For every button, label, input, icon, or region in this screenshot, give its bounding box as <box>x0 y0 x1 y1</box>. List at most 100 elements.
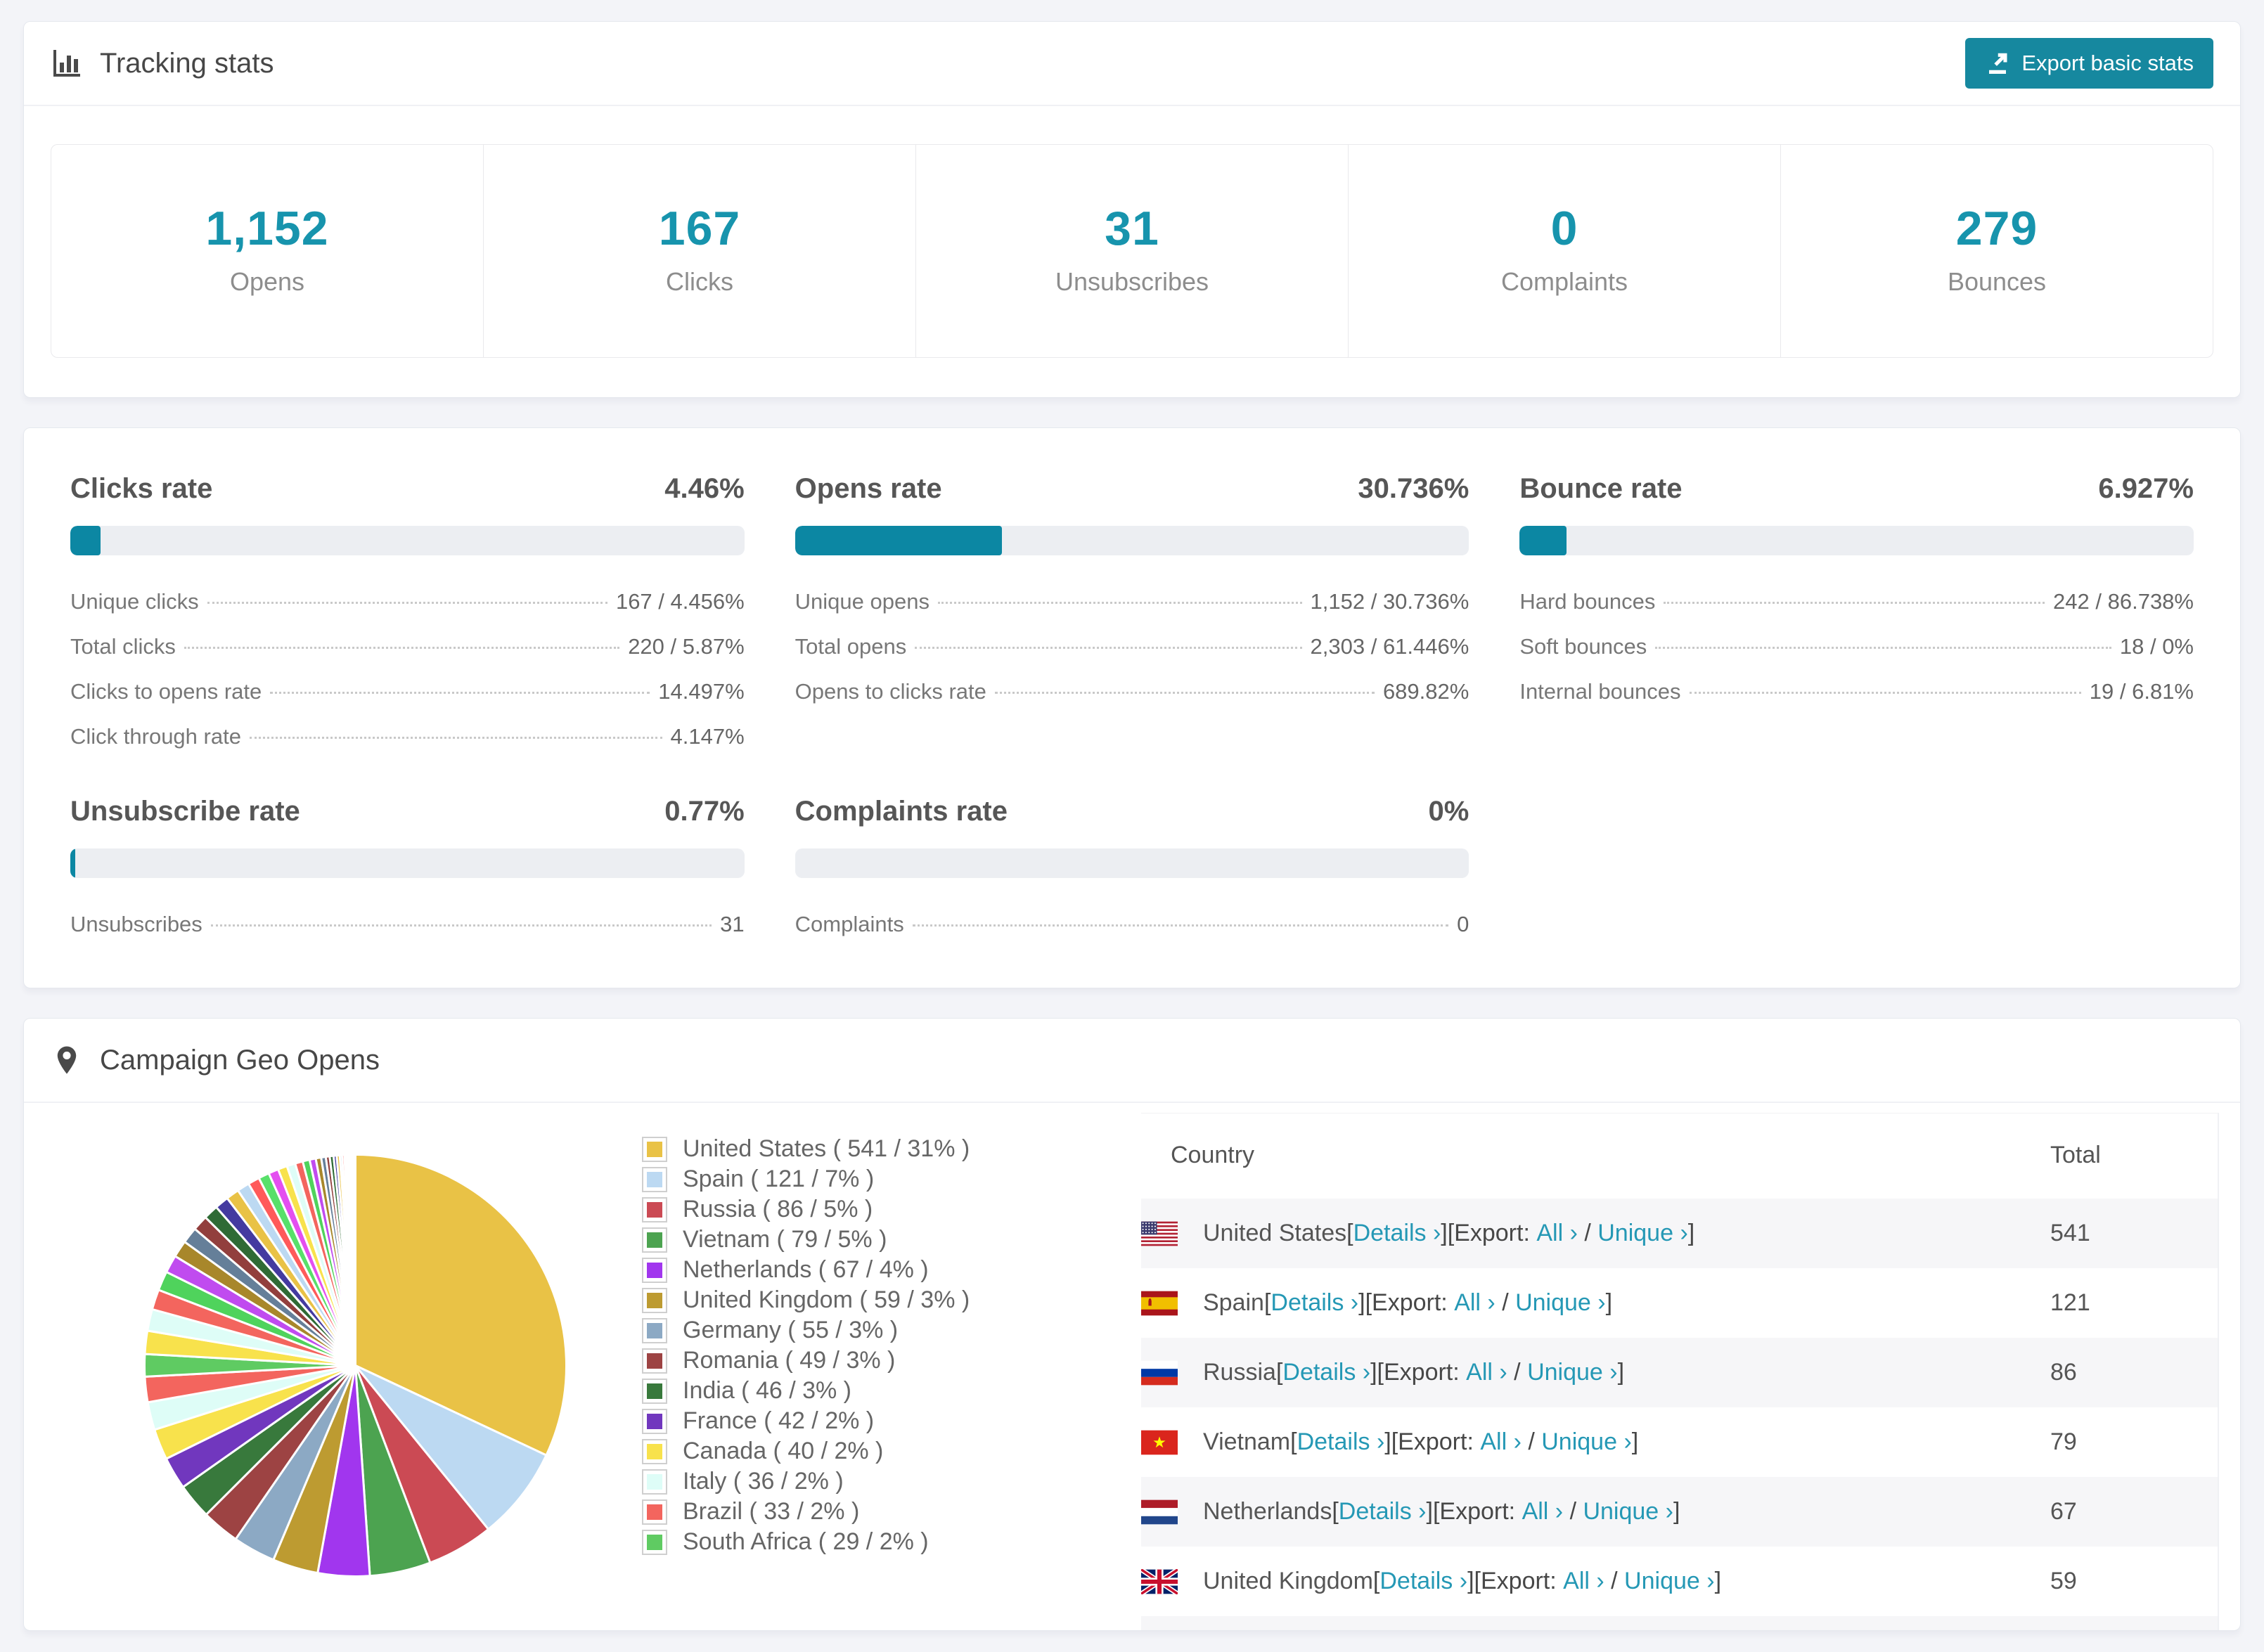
rates-row-1: Clicks rate 4.46% Unique clicks 167 / 4.456… <box>70 473 2194 759</box>
rate-progress-fill <box>70 526 101 555</box>
bracket: [ <box>1332 1498 1339 1525</box>
country-total: 541 <box>2050 1220 2090 1246</box>
rate-detail-value: 1,152 / 30.736% <box>1310 589 1469 614</box>
rate-detail-label: Unique clicks <box>70 589 199 614</box>
rate-detail-value: 19 / 6.81% <box>2089 679 2194 704</box>
rate-value: 4.46% <box>664 473 745 504</box>
rate-block-unsubscribe-rate: Unsubscribe rate 0.77% Unsubscribes 31 <box>70 796 745 947</box>
export-unique-link[interactable]: Unique › <box>1583 1498 1673 1525</box>
rate-detail-value: 242 / 86.738% <box>2053 589 2194 614</box>
details-link[interactable]: Details › <box>1297 1428 1385 1455</box>
pie-slice-united-states <box>354 1153 567 1457</box>
export-all-link[interactable]: All › <box>1466 1359 1507 1386</box>
geo-table-row-nl: Netherlands [Details ›] [Export: All › /… <box>1141 1477 2218 1547</box>
rate-progress-bar <box>795 526 1469 555</box>
dotted-leader <box>1689 692 2081 694</box>
country-total: 59 <box>2050 1568 2077 1594</box>
details-link[interactable]: Details › <box>1271 1289 1359 1316</box>
geo-card-body: United States ( 541 / 31% ) Spain ( 121 /… <box>24 1103 2240 1630</box>
stat-label: Bounces <box>1947 267 2047 296</box>
details-link[interactable]: Details › <box>1282 1359 1371 1386</box>
legend-label: Brazil ( 33 / 2% ) <box>683 1498 860 1525</box>
rate-title: Opens rate <box>795 473 942 504</box>
rate-detail-label: Opens to clicks rate <box>795 679 986 704</box>
slash: / <box>1577 1220 1598 1246</box>
legend-item: Canada ( 40 / 2% ) <box>642 1438 1064 1464</box>
geo-table-row-us: United States [Details ›] [Export: All ›… <box>1141 1199 2218 1268</box>
rate-detail-value: 0 <box>1457 912 1469 936</box>
legend-swatch <box>642 1167 667 1192</box>
rate-detail-row: Complaints 0 <box>795 902 1469 947</box>
rate-detail-label: Click through rate <box>70 724 241 749</box>
rate-detail-label: Unique opens <box>795 589 930 614</box>
rate-detail-row: Unsubscribes 31 <box>70 902 745 947</box>
us-flag-icon <box>1141 1221 1178 1246</box>
export-all-link[interactable]: All › <box>1480 1428 1522 1455</box>
geo-table-header-row: Country Total <box>1141 1114 2218 1199</box>
stat-box-complaints: 0 Complaints <box>1349 145 1781 357</box>
export-basic-stats-button[interactable]: Export basic stats <box>1965 38 2213 89</box>
country-name: Vietnam <box>1203 1428 1291 1455</box>
rate-detail-row: Total clicks 220 / 5.87% <box>70 624 745 669</box>
geo-card-title-text: Campaign Geo Opens <box>100 1044 380 1076</box>
bracket: ] <box>1441 1220 1448 1246</box>
legend-label: Germany ( 55 / 3% ) <box>683 1317 899 1344</box>
rate-detail-row: Total opens 2,303 / 61.446% <box>795 624 1469 669</box>
dotted-leader <box>207 602 607 604</box>
geo-table-header-country: Country <box>1171 1142 1255 1168</box>
details-link[interactable]: Details › <box>1379 1568 1468 1594</box>
map-pin-icon <box>51 1044 83 1076</box>
export-all-link[interactable]: All › <box>1522 1498 1564 1525</box>
pie-slice-spain <box>354 1364 548 1531</box>
rate-detail-label: Internal bounces <box>1519 679 1681 704</box>
rate-block-opens-rate: Opens rate 30.736% Unique opens 1,152 / 30.… <box>795 473 1469 759</box>
geo-table-row-gb: United Kingdom [Details ›] [Export: All … <box>1141 1547 2218 1616</box>
bracket: [ <box>1263 1289 1271 1316</box>
rate-value: 0% <box>1428 796 1469 827</box>
pie-slice-other-51 <box>353 1153 356 1366</box>
export-unique-link[interactable]: Unique › <box>1515 1289 1606 1316</box>
rate-progress-fill <box>70 848 76 878</box>
country-total: 121 <box>2050 1289 2090 1316</box>
slash: / <box>1507 1359 1528 1386</box>
export-unique-link[interactable]: Unique › <box>1624 1568 1715 1594</box>
bracket: [ <box>1372 1568 1380 1594</box>
rate-detail-row: Soft bounces 18 / 0% <box>1519 624 2194 669</box>
stat-value: 279 <box>1955 202 2038 255</box>
rate-detail-row: Clicks to opens rate 14.497% <box>70 669 745 714</box>
legend-item: Romania ( 49 / 3% ) <box>642 1348 1064 1374</box>
legend-swatch <box>642 1469 667 1495</box>
rates-card: Clicks rate 4.46% Unique clicks 167 / 4.456… <box>23 427 2241 988</box>
dotted-leader <box>912 924 1449 927</box>
rate-detail-value: 4.147% <box>670 724 745 749</box>
legend-swatch <box>642 1530 667 1555</box>
rate-detail-value: 14.497% <box>658 679 745 704</box>
export-all-link[interactable]: All › <box>1454 1289 1496 1316</box>
country-name: United States <box>1203 1220 1347 1246</box>
export-unique-link[interactable]: Unique › <box>1527 1359 1618 1386</box>
export-unique-link[interactable]: Unique › <box>1541 1428 1632 1455</box>
rate-progress-bar <box>795 848 1469 878</box>
rate-block-complaints-rate: Complaints rate 0% Complaints 0 <box>795 796 1469 947</box>
country-total: 67 <box>2050 1498 2077 1525</box>
geo-table-row-de: Germany [Details ›] [Export: All › / Uni… <box>1141 1616 2218 1630</box>
country-total: 86 <box>2050 1359 2077 1386</box>
legend-item: Brazil ( 33 / 2% ) <box>642 1499 1064 1525</box>
export-unique-link[interactable]: Unique › <box>1597 1220 1688 1246</box>
rate-detail-value: 18 / 0% <box>2119 634 2194 659</box>
rate-detail-row: Internal bounces 19 / 6.81% <box>1519 669 2194 714</box>
export-prefix: [Export: <box>1391 1428 1481 1455</box>
stat-value: 0 <box>1550 202 1578 255</box>
export-all-link[interactable]: All › <box>1536 1220 1578 1246</box>
details-link[interactable]: Details › <box>1353 1220 1441 1246</box>
rate-progress-bar <box>70 526 745 555</box>
rate-progress-fill <box>1519 526 1567 555</box>
dotted-leader <box>994 692 1375 694</box>
export-prefix: [Export: <box>1377 1359 1467 1386</box>
legend-item: Germany ( 55 / 3% ) <box>642 1317 1064 1344</box>
export-all-link[interactable]: All › <box>1563 1568 1604 1594</box>
slash: / <box>1495 1289 1516 1316</box>
details-link[interactable]: Details › <box>1338 1498 1427 1525</box>
legend-item: United Kingdom ( 59 / 3% ) <box>642 1287 1064 1313</box>
